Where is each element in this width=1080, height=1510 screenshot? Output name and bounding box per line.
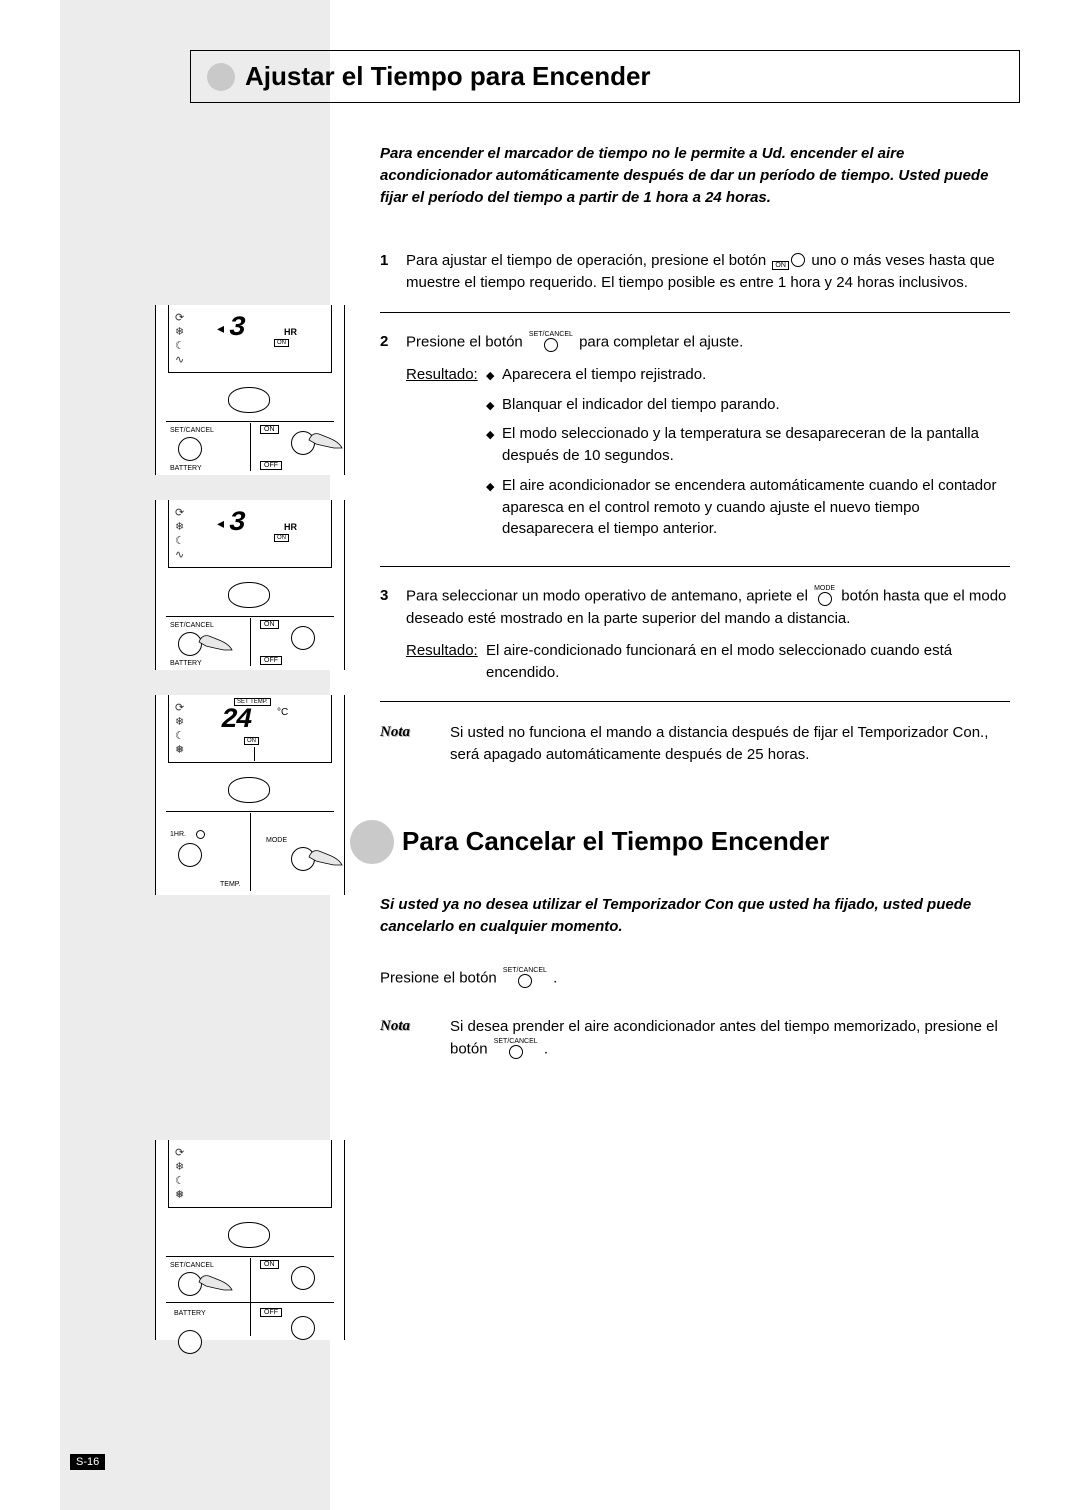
on-button-icon: ON [772,253,805,270]
remote-diagram-column-2: ⟳❄☾❅ SET/CANCEL ON BATTERY OFF [155,1140,375,1365]
section1-title-bar: Ajustar el Tiempo para Encender [190,50,1020,103]
page-number: S-16 [70,1454,105,1470]
setcancel-button-icon: SET/CANCEL [503,967,547,990]
section2-body: Si usted ya no desea utilizar el Tempori… [380,894,1010,1075]
step-1: 1 Para ajustar el tiempo de operación, p… [380,238,1010,306]
step-3: 3 Para seleccionar un modo operativo de … [380,573,1010,695]
step2-results: Aparecera el tiempo rejistrado. Blanquar… [486,364,1010,548]
remote-diagram-4: ⟳❄☾❅ SET/CANCEL ON BATTERY OFF [155,1140,345,1340]
section1-nota: Nota Si usted no funciona el mando a dis… [380,708,1010,780]
remote-diagram-2: ⟳❄☾∿ ◂ 3 HR ON SET/CANCEL ON BATTERY OFF [155,500,345,670]
step-2: 2 Presione el botón SET/CANCEL para comp… [380,319,1010,560]
section2-title-bar: Para Cancelar el Tiempo Encender [350,820,1020,864]
remote-diagram-3: ⟳❄☾❅ SET TEMP. 24 °C ON 1HR. MODE TEMP. [155,695,345,895]
section1-body: Para encender el marcador de tiempo no l… [380,143,1010,780]
mode-button-icon: MODE [814,585,835,608]
section1-intro: Para encender el marcador de tiempo no l… [380,143,1010,208]
section2-title: Para Cancelar el Tiempo Encender [402,826,829,857]
remote-diagram-column: ⟳❄☾∿ ◂ 3 HR ON SET/CANCEL ON BATTERY OFF [155,305,375,920]
section1-title: Ajustar el Tiempo para Encender [245,61,651,92]
title-bullet-icon [207,63,235,91]
section2-intro: Si usted ya no desea utilizar el Tempori… [380,894,1010,938]
setcancel-button-icon: SET/CANCEL [529,331,573,354]
section2-nota: Nota Si desea prender el aire acondicion… [380,1010,1010,1075]
remote-diagram-1: ⟳❄☾∿ ◂ 3 HR ON SET/CANCEL ON BATTERY OFF [155,305,345,475]
setcancel-button-icon: SET/CANCEL [494,1038,538,1061]
page-content: Ajustar el Tiempo para Encender ⟳❄☾∿ ◂ 3… [60,50,1020,1075]
resultado-label: Resultado: [406,364,486,548]
